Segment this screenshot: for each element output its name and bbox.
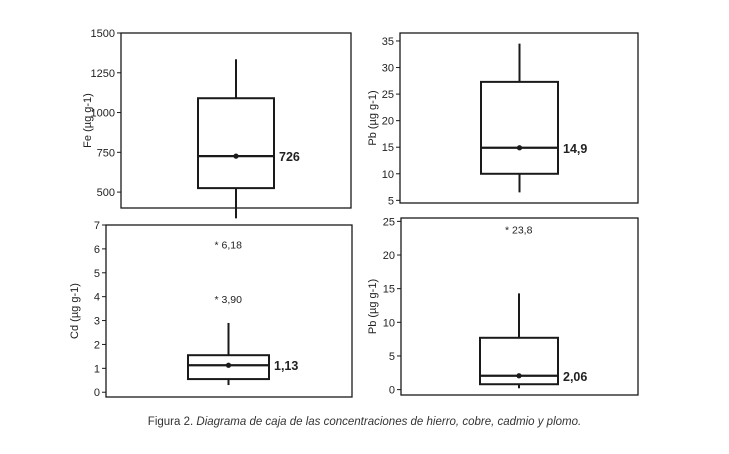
figure-caption: Figura 2. Diagrama de caja de las concen… <box>0 416 729 428</box>
y-axis-label: Pb (µg g-1) <box>367 279 379 334</box>
y-tick-label: 0 <box>389 385 395 397</box>
y-tick-label: 2 <box>94 339 100 351</box>
mean-marker <box>233 153 239 159</box>
y-tick-label: 5 <box>388 195 394 207</box>
iqr-box <box>187 354 270 381</box>
y-tick-label: 1250 <box>91 68 115 80</box>
plot-frame <box>399 32 639 204</box>
y-axis-label: Fe (µg g-1) <box>82 93 94 148</box>
median-value-label: 2,06 <box>563 370 587 384</box>
y-axis-label: Cd (µg g-1) <box>69 283 81 339</box>
y-tick-label: 4 <box>94 292 100 304</box>
y-tick-label: 1500 <box>91 28 115 40</box>
panel-fe: 500 750 1000 1250 1500 Fe (µg g-1) 726 <box>82 28 352 219</box>
y-tick-label: 25 <box>382 89 394 101</box>
panel-pb-bottom: 0 5 10 15 20 25 Pb (µg g-1) 2,06 * 23,8 <box>367 216 639 397</box>
y-tick-label: 3 <box>94 316 100 328</box>
y-tick-label: 1 <box>94 363 100 375</box>
y-axis-label: Pb (µg g-1) <box>367 90 379 145</box>
plot-frame <box>400 217 639 396</box>
outlier-label: * 3,90 <box>215 294 243 306</box>
y-tick-label: 10 <box>383 317 395 329</box>
caption-lead: Figura 2. <box>147 416 194 428</box>
y-tick-label: 20 <box>383 250 395 262</box>
median-value-label: 1,13 <box>274 359 298 373</box>
y-tick-label: 30 <box>382 63 394 75</box>
y-tick-label: 10 <box>382 169 394 181</box>
iqr-box <box>197 97 275 190</box>
mean-marker <box>225 362 232 368</box>
y-tick-label: 5 <box>389 351 395 363</box>
panel-pb-top: 5 10 15 20 25 30 35 Pb (µg g-1) 14,9 <box>367 32 639 207</box>
y-tick-label: 0 <box>94 387 100 399</box>
median-value-label: 726 <box>279 150 300 164</box>
y-tick-label: 750 <box>97 147 115 159</box>
panel-cd: 0 1 2 3 4 5 6 7 Cd (µg g-1) 1,13 * 6,18 * 3,90 <box>69 220 353 399</box>
outlier-label: * 23,8 <box>505 224 533 236</box>
y-tick-label: 25 <box>383 216 395 228</box>
y-tick-label: 15 <box>382 142 394 154</box>
outlier-label: * 6,18 <box>215 240 243 252</box>
mean-marker <box>516 145 523 151</box>
y-tick-label: 35 <box>382 36 394 48</box>
y-tick-label: 20 <box>382 116 394 128</box>
iqr-box <box>479 336 559 386</box>
y-tick-label: 500 <box>97 187 115 199</box>
mean-marker <box>516 373 522 379</box>
y-tick-label: 1000 <box>91 108 115 120</box>
median-value-label: 14,9 <box>563 142 587 156</box>
iqr-box <box>480 80 559 175</box>
caption-body: Diagrama de caja de las concentraciones … <box>196 416 582 428</box>
y-tick-label: 15 <box>383 284 395 296</box>
y-tick-label: 7 <box>94 220 100 232</box>
y-tick-label: 6 <box>94 244 100 256</box>
plot-frame <box>105 224 353 398</box>
y-tick-label: 5 <box>94 268 100 280</box>
